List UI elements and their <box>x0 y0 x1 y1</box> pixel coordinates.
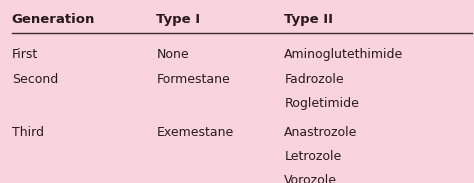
Text: Generation: Generation <box>12 13 95 26</box>
Text: Type II: Type II <box>284 13 333 26</box>
Text: Aminoglutethimide: Aminoglutethimide <box>284 48 404 61</box>
Text: First: First <box>12 48 38 61</box>
Text: Third: Third <box>12 126 44 139</box>
Text: Vorozole: Vorozole <box>284 174 337 183</box>
Text: Type I: Type I <box>156 13 201 26</box>
Text: Letrozole: Letrozole <box>284 150 342 163</box>
Text: Second: Second <box>12 73 58 86</box>
Text: Fadrozole: Fadrozole <box>284 73 344 86</box>
Text: None: None <box>156 48 189 61</box>
Text: Exemestane: Exemestane <box>156 126 234 139</box>
Text: Formestane: Formestane <box>156 73 230 86</box>
Text: Anastrozole: Anastrozole <box>284 126 358 139</box>
Text: Rogletimide: Rogletimide <box>284 97 359 110</box>
